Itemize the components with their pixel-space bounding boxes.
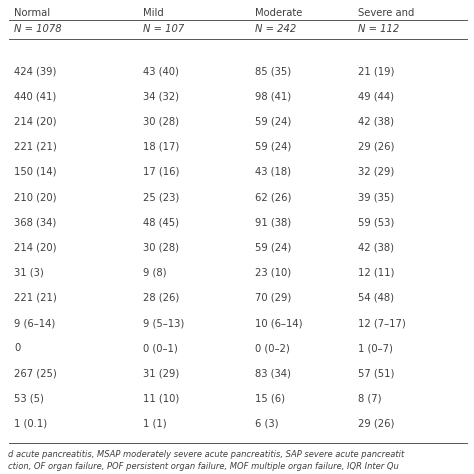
Text: 18 (17): 18 (17): [143, 142, 179, 152]
Text: Normal: Normal: [14, 8, 50, 18]
Text: 17 (16): 17 (16): [143, 167, 179, 177]
Text: N = 112: N = 112: [358, 24, 399, 34]
Text: 440 (41): 440 (41): [14, 91, 56, 101]
Text: 6 (3): 6 (3): [255, 419, 279, 429]
Text: 98 (41): 98 (41): [255, 91, 291, 101]
Text: 15 (6): 15 (6): [255, 393, 285, 403]
Text: Mild: Mild: [143, 8, 164, 18]
Text: 368 (34): 368 (34): [14, 217, 56, 227]
Text: 59 (24): 59 (24): [255, 142, 291, 152]
Text: 43 (18): 43 (18): [255, 167, 291, 177]
Text: 210 (20): 210 (20): [14, 192, 56, 202]
Text: 48 (45): 48 (45): [143, 217, 179, 227]
Text: 28 (26): 28 (26): [143, 293, 179, 303]
Text: 85 (35): 85 (35): [255, 66, 291, 76]
Text: 59 (53): 59 (53): [358, 217, 394, 227]
Text: 29 (26): 29 (26): [358, 142, 394, 152]
Text: 214 (20): 214 (20): [14, 117, 56, 127]
Text: N = 1078: N = 1078: [14, 24, 62, 34]
Text: 30 (28): 30 (28): [143, 242, 179, 252]
Text: 31 (29): 31 (29): [143, 368, 179, 378]
Text: Moderate: Moderate: [255, 8, 302, 18]
Text: 214 (20): 214 (20): [14, 242, 56, 252]
Text: 57 (51): 57 (51): [358, 368, 394, 378]
Text: 21 (19): 21 (19): [358, 66, 394, 76]
Text: d acute pancreatitis, MSAP moderately severe acute pancreatitis, SAP severe acut: d acute pancreatitis, MSAP moderately se…: [8, 450, 404, 459]
Text: 267 (25): 267 (25): [14, 368, 57, 378]
Text: 49 (44): 49 (44): [358, 91, 394, 101]
Text: 32 (29): 32 (29): [358, 167, 394, 177]
Text: N = 242: N = 242: [255, 24, 296, 34]
Text: 221 (21): 221 (21): [14, 293, 57, 303]
Text: 10 (6–14): 10 (6–14): [255, 318, 302, 328]
Text: 70 (29): 70 (29): [255, 293, 291, 303]
Text: 34 (32): 34 (32): [143, 91, 179, 101]
Text: 150 (14): 150 (14): [14, 167, 56, 177]
Text: 0 (0–2): 0 (0–2): [255, 343, 290, 353]
Text: 11 (10): 11 (10): [143, 393, 179, 403]
Text: Severe and: Severe and: [358, 8, 414, 18]
Text: 0 (0–1): 0 (0–1): [143, 343, 178, 353]
Text: ction, OF organ failure, POF persistent organ failure, MOF multiple organ failur: ction, OF organ failure, POF persistent …: [8, 462, 399, 471]
Text: 62 (26): 62 (26): [255, 192, 292, 202]
Text: 43 (40): 43 (40): [143, 66, 179, 76]
Text: 9 (8): 9 (8): [143, 268, 166, 278]
Text: 83 (34): 83 (34): [255, 368, 291, 378]
Text: 12 (11): 12 (11): [358, 268, 394, 278]
Text: 221 (21): 221 (21): [14, 142, 57, 152]
Text: 8 (7): 8 (7): [358, 393, 382, 403]
Text: 29 (26): 29 (26): [358, 419, 394, 429]
Text: N = 107: N = 107: [143, 24, 184, 34]
Text: 59 (24): 59 (24): [255, 117, 291, 127]
Text: 59 (24): 59 (24): [255, 242, 291, 252]
Text: 9 (5–13): 9 (5–13): [143, 318, 184, 328]
Text: 424 (39): 424 (39): [14, 66, 56, 76]
Text: 23 (10): 23 (10): [255, 268, 291, 278]
Text: 25 (23): 25 (23): [143, 192, 179, 202]
Text: 1 (1): 1 (1): [143, 419, 167, 429]
Text: 1 (0–7): 1 (0–7): [358, 343, 393, 353]
Text: 39 (35): 39 (35): [358, 192, 394, 202]
Text: 31 (3): 31 (3): [14, 268, 44, 278]
Text: 0: 0: [14, 343, 20, 353]
Text: 42 (38): 42 (38): [358, 242, 394, 252]
Text: 1 (0.1): 1 (0.1): [14, 419, 47, 429]
Text: 91 (38): 91 (38): [255, 217, 291, 227]
Text: 53 (5): 53 (5): [14, 393, 44, 403]
Text: 30 (28): 30 (28): [143, 117, 179, 127]
Text: 42 (38): 42 (38): [358, 117, 394, 127]
Text: 9 (6–14): 9 (6–14): [14, 318, 55, 328]
Text: 12 (7–17): 12 (7–17): [358, 318, 406, 328]
Text: 54 (48): 54 (48): [358, 293, 394, 303]
